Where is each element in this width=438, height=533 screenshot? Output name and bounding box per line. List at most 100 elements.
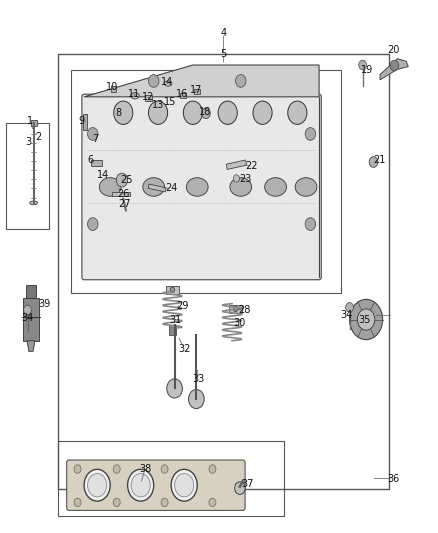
Circle shape [148,75,159,87]
Circle shape [114,101,133,124]
Ellipse shape [30,201,38,205]
Text: 8: 8 [115,108,121,118]
Bar [194,89,200,94]
Bar [58,441,284,516]
Text: 13: 13 [152,100,164,110]
Circle shape [305,127,316,140]
Text: 4: 4 [220,28,226,38]
Circle shape [161,498,168,507]
Circle shape [116,173,127,187]
Bar [169,325,176,335]
Text: 17: 17 [190,85,202,95]
Text: 38: 38 [139,464,151,474]
FancyBboxPatch shape [82,94,321,280]
Text: 1: 1 [27,116,33,126]
Text: 34: 34 [21,313,34,324]
Text: 39: 39 [38,298,50,309]
Circle shape [390,60,399,71]
Circle shape [127,470,154,501]
Text: 21: 21 [373,156,385,165]
Circle shape [167,379,183,398]
Text: 20: 20 [387,45,399,55]
Circle shape [305,217,316,230]
Text: 19: 19 [361,66,373,75]
Circle shape [346,303,353,312]
Circle shape [369,157,378,167]
Ellipse shape [295,177,317,196]
Bar [26,285,36,298]
Text: 12: 12 [142,92,155,102]
Text: 15: 15 [164,97,177,107]
Circle shape [74,498,81,507]
Circle shape [175,473,194,497]
Text: 2: 2 [35,132,42,142]
Circle shape [148,101,168,124]
Text: 26: 26 [117,189,130,199]
Bar [230,305,242,313]
Text: 30: 30 [234,318,246,328]
Text: 6: 6 [88,156,94,165]
Bar [23,298,39,341]
Circle shape [209,498,216,507]
Text: 31: 31 [170,314,182,325]
Bar [226,160,247,169]
Text: 35: 35 [359,314,371,325]
Text: 7: 7 [92,134,98,144]
Circle shape [24,305,32,315]
Circle shape [235,482,245,495]
Circle shape [218,101,237,124]
Circle shape [188,390,204,409]
Text: 18: 18 [199,107,211,117]
Bar [180,93,186,99]
Circle shape [233,175,240,182]
Ellipse shape [143,177,165,196]
Text: 32: 32 [178,344,191,354]
Bar [71,70,341,293]
Circle shape [161,465,168,473]
Text: 9: 9 [79,116,85,126]
Text: 36: 36 [387,474,399,483]
Circle shape [88,217,98,230]
Circle shape [253,101,272,124]
Circle shape [88,473,107,497]
Bar [145,95,152,101]
Text: 34: 34 [340,310,352,320]
Bar [91,160,102,166]
Circle shape [184,101,202,124]
Bar [6,123,49,229]
Circle shape [233,306,238,312]
Circle shape [288,101,307,124]
Text: 3: 3 [25,137,32,147]
Text: 22: 22 [245,161,258,171]
Text: 29: 29 [176,301,188,311]
Bar [166,286,179,294]
Ellipse shape [186,177,208,196]
Text: 33: 33 [192,374,205,384]
Text: 24: 24 [165,183,177,193]
Bar [111,86,116,92]
Circle shape [113,465,120,473]
Circle shape [350,300,383,340]
Circle shape [236,75,246,87]
Text: 10: 10 [106,82,119,92]
Bar [148,184,166,192]
Circle shape [171,470,197,501]
Bar [58,54,389,489]
Text: 23: 23 [239,174,251,184]
Text: 11: 11 [128,89,140,99]
Text: 14: 14 [97,171,109,180]
Circle shape [74,465,81,473]
Bar [31,119,37,126]
Circle shape [131,473,150,497]
Polygon shape [84,65,319,97]
Ellipse shape [99,177,121,196]
Circle shape [209,465,216,473]
Ellipse shape [230,177,252,196]
Bar [113,192,130,196]
Text: 37: 37 [241,479,254,489]
Text: 14: 14 [161,77,173,87]
Text: 5: 5 [220,50,226,59]
Text: 27: 27 [118,199,131,209]
Circle shape [359,60,367,70]
Circle shape [88,127,98,140]
